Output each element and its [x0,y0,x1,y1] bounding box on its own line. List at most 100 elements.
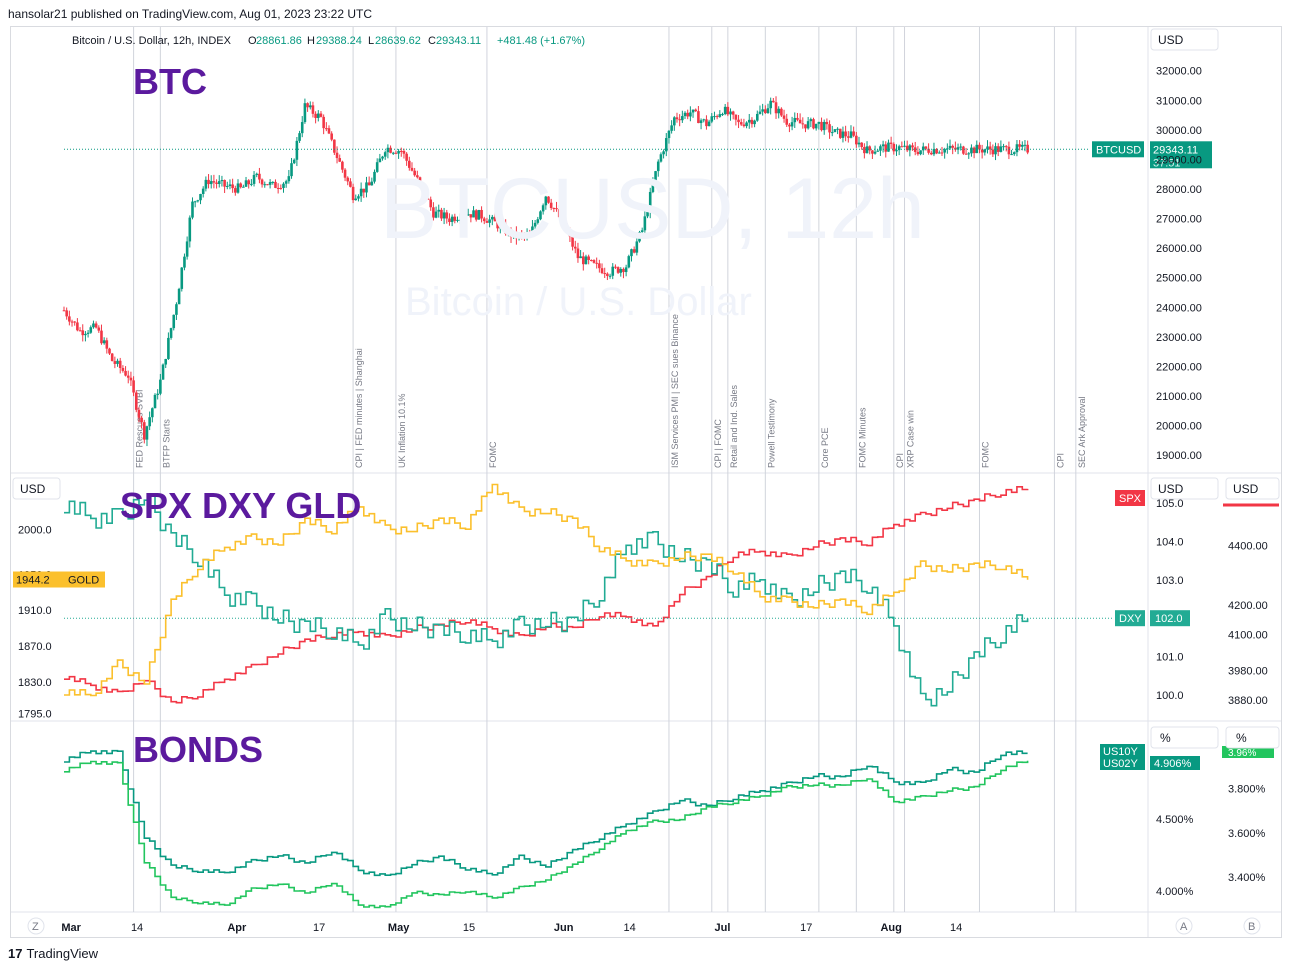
candle-body [718,114,722,117]
candle-body [418,177,422,184]
candle-body [287,176,291,182]
time-axis[interactable]: Mar 14 Apr 17 May 15 Jun 14 Jul 17 Aug 14 [61,922,962,934]
candle-body [924,146,928,149]
candle-body [81,330,85,336]
event-label-2: CPI | FED minutes | Shanghai [354,348,364,468]
candle-body [391,152,395,154]
candle-body [905,145,909,151]
candle-body [683,112,687,117]
spx-currency-box[interactable] [1225,477,1280,500]
candle-body [140,417,143,423]
ohlc-l-label: L [368,35,374,47]
candle-body [314,113,317,118]
candle-body [911,145,914,148]
candle-body [670,125,673,131]
pct10-unit-box[interactable] [1225,726,1280,749]
candle-body [215,182,218,184]
dxy-currency-box[interactable] [1150,477,1219,500]
candle-body [440,209,443,219]
candle-body [544,196,548,206]
event-label-9: Core PCE [820,427,830,468]
candle-body [753,120,756,125]
candle-body [897,146,901,151]
candle-body [512,231,516,237]
candle-body [747,119,751,123]
time-tick: 14 [131,922,143,934]
candle-body [836,128,839,130]
candle-body [325,128,328,130]
candle-body [496,221,499,229]
candle-body [92,323,95,328]
candle-body [614,266,617,268]
btc-symbol-tag-text: BTCUSD [1096,144,1141,156]
candle-body [972,147,976,154]
candle-body [830,132,834,134]
ohlc-low: 28639.62 [375,35,421,47]
candle-body [654,171,657,184]
dxy-ytick: 105.0 [1156,498,1184,510]
candle-body [828,124,831,133]
gold-currency-label: USD [20,482,46,496]
candle-body [466,214,470,216]
candle-body [876,150,880,152]
candle-body [217,181,221,184]
candle-body [153,394,157,409]
gold-currency-box[interactable] [12,477,61,500]
candle-body [405,153,408,161]
candle-body [126,375,130,378]
pct02-unit-box[interactable] [1150,726,1219,749]
candle-body [386,147,390,153]
candle-body [110,353,114,362]
candle-body [814,123,818,129]
candle-body [523,234,526,236]
time-tick: 14 [623,922,635,934]
candle-body [236,183,240,193]
candle-body [769,100,772,109]
event-label-10: FOMC Minutes [857,407,867,468]
gold-tag-value: 1944.2 [16,575,50,587]
dxy-name-tag-text: DXY [1119,613,1142,625]
candle-body [630,249,633,257]
candle-body [488,219,491,223]
candle-body [319,113,323,117]
candle-body [413,170,416,176]
candle-body [959,146,963,148]
btc-currency-box[interactable] [1150,28,1219,51]
candle-body [252,174,256,184]
candle-body [316,113,320,118]
log-scale-button[interactable]: B [1248,921,1255,933]
spx-ytick: 4100.00 [1228,630,1268,642]
candle-body [397,150,400,154]
candle-body [338,158,342,162]
candle-body [967,153,971,155]
candle-body [268,182,272,185]
candle-body [742,124,746,127]
candle-body [327,128,331,134]
candle-body [664,138,668,152]
candle-body [383,152,387,157]
auto-scale-button[interactable]: A [1180,921,1188,933]
candle-body [86,332,90,334]
candle-body [806,121,810,129]
candle-body [788,124,791,127]
candle-body [887,142,890,152]
candle-body [185,241,189,257]
candle-body [515,231,518,239]
candle-body [437,209,441,212]
candle-body [812,119,815,129]
time-tick: Jun [554,922,574,934]
candle-body [416,175,419,178]
candle-body [458,219,462,221]
candle-body [480,209,483,219]
watermark-name: Bitcoin / U.S. Dollar [405,280,752,324]
candle-body [549,202,553,208]
candle-body [378,158,382,163]
scale-mode-button[interactable]: Z [32,921,39,933]
candle-body [673,117,676,126]
candle-body [76,322,79,331]
candle-body [308,105,312,108]
candle-body [643,216,647,231]
chart-frame [10,26,1282,938]
candle-body [258,173,261,180]
